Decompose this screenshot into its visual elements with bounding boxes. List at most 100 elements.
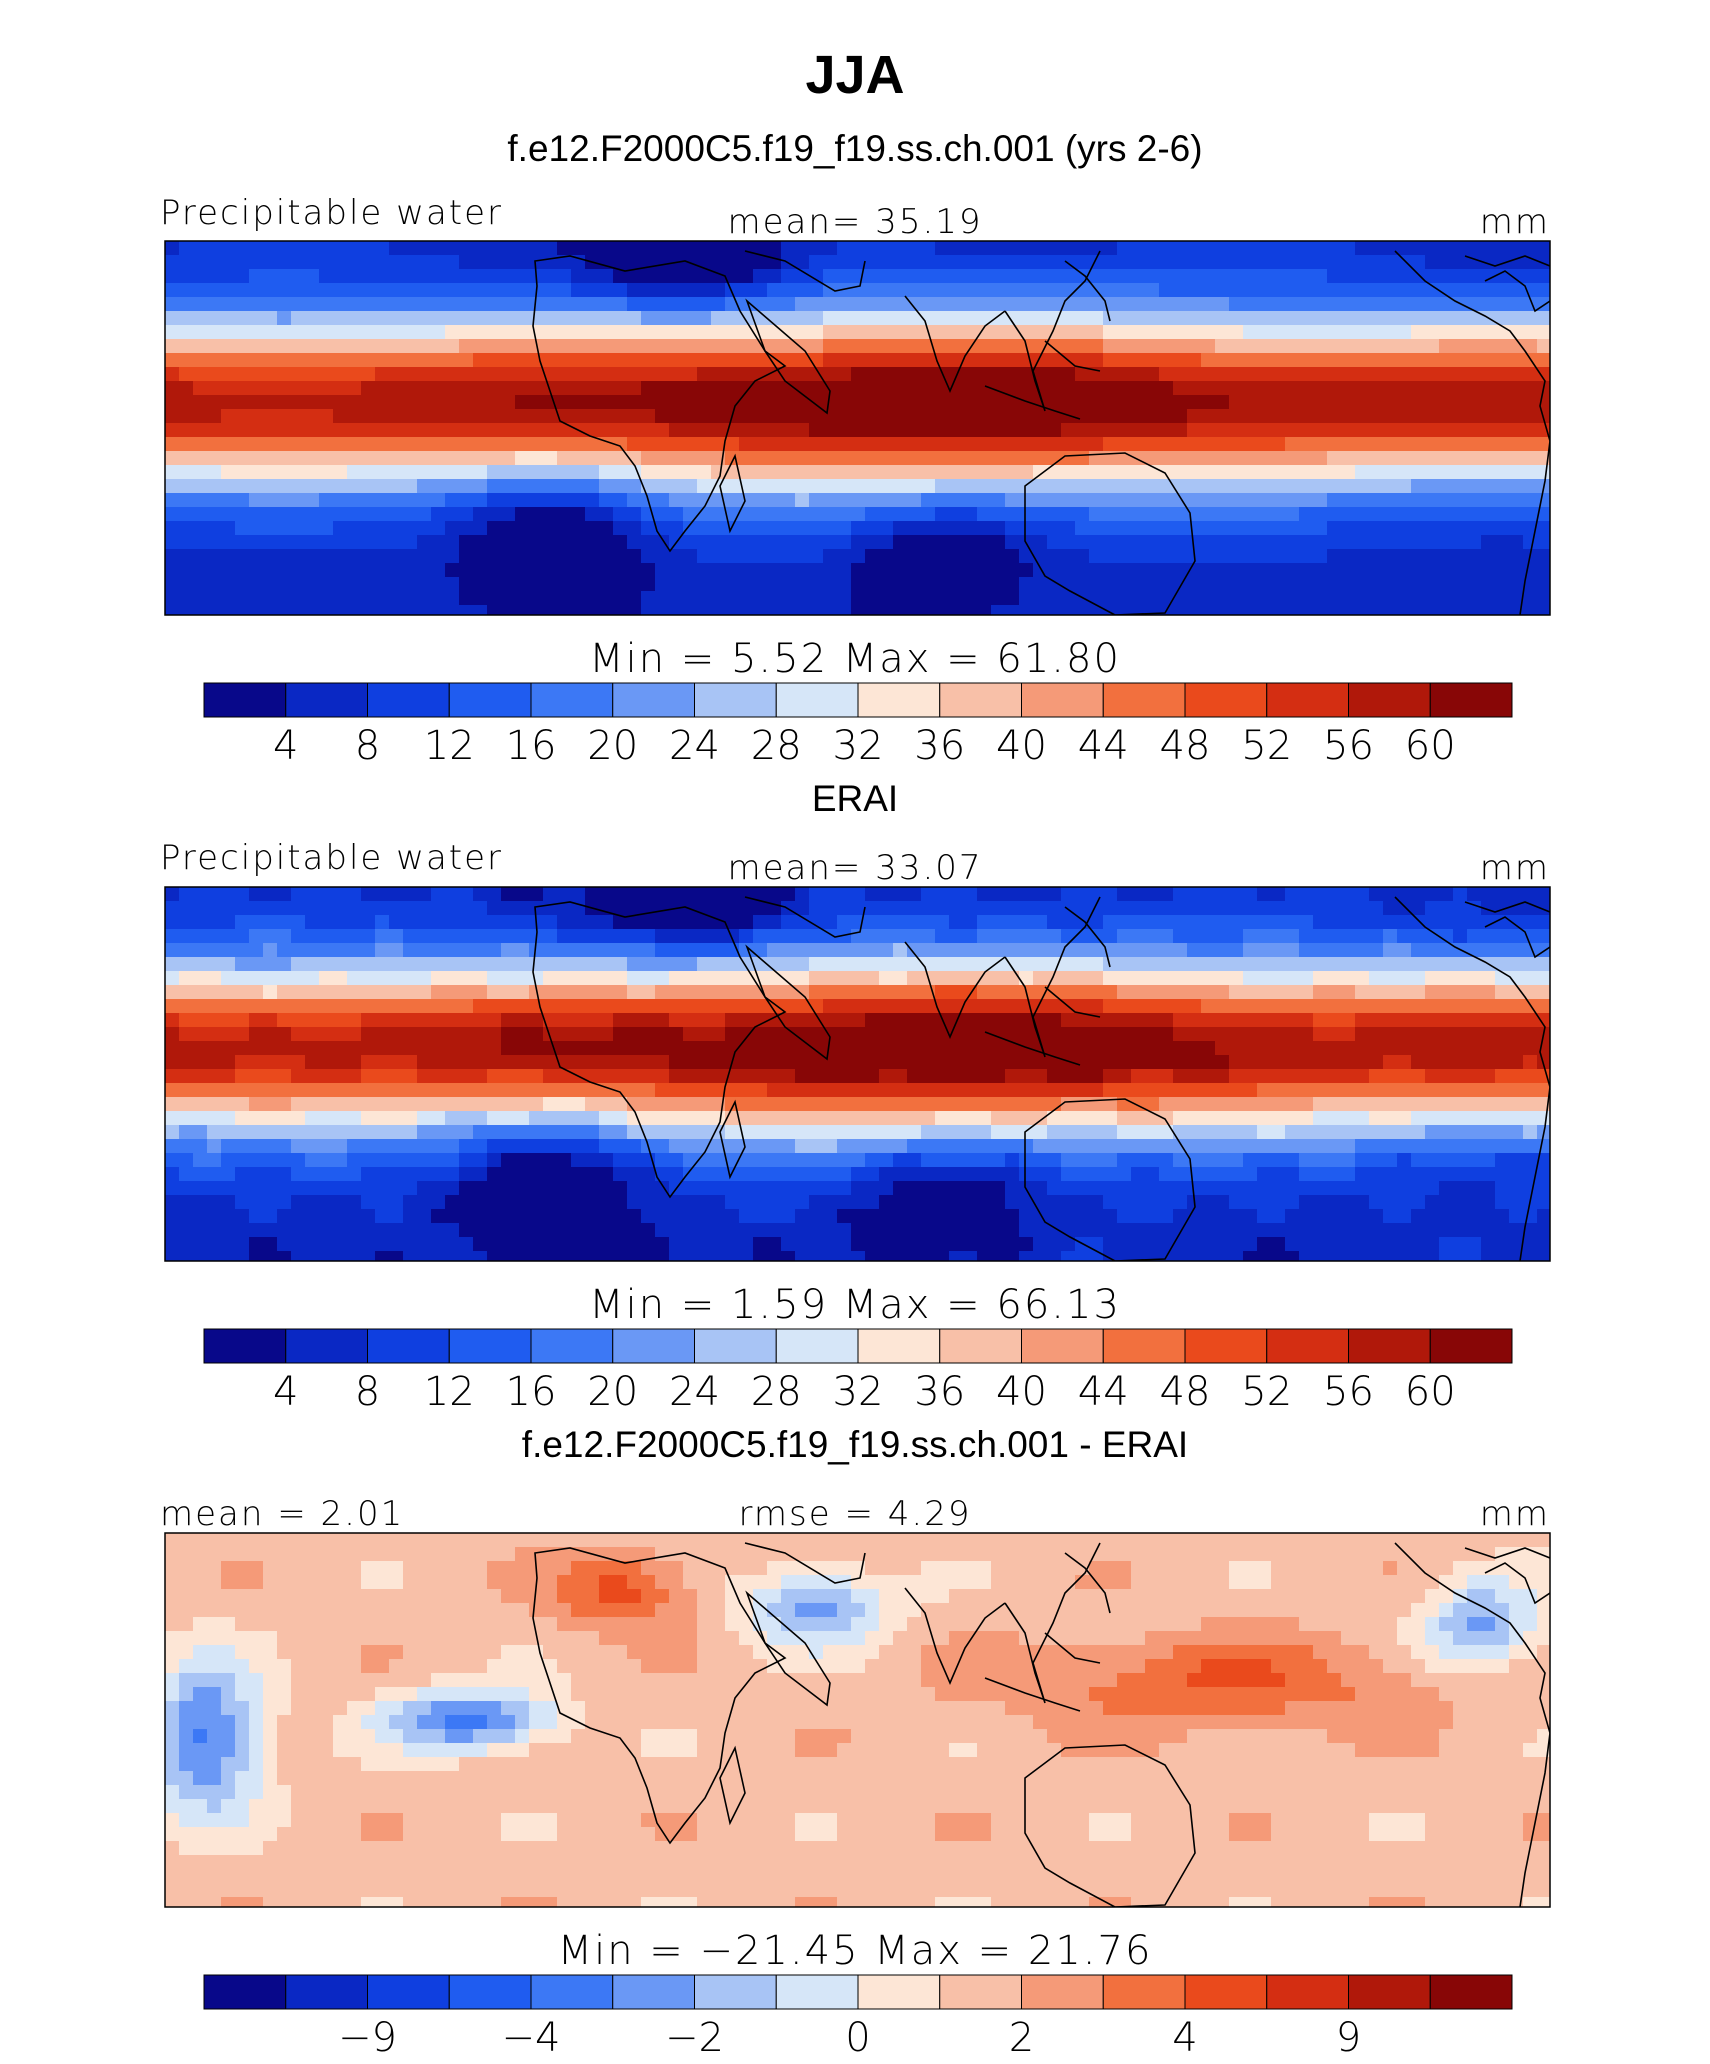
colorbar-swatch: [1429, 1328, 1513, 1364]
colorbar-swatch: [775, 1974, 859, 2010]
panel-2-variable-label: Precipitable water: [160, 838, 504, 878]
colorbar-tick-label: 32: [833, 1369, 884, 1415]
map-frame: [164, 1532, 1551, 1908]
colorbar-swatch: [939, 1974, 1022, 2010]
colorbar-tick-label: 16: [506, 723, 557, 769]
colorbar-tick-label: 60: [1405, 723, 1456, 769]
colorbar-swatch: [612, 1974, 695, 2010]
colorbar-swatch: [1266, 1328, 1349, 1364]
colorbar-swatch: [857, 1974, 941, 2010]
panel-1-units-label: mm: [1479, 202, 1550, 242]
colorbar-swatch: [694, 682, 777, 718]
colorbar-tick-label: 8: [355, 1369, 380, 1415]
figure-title: JJA: [805, 45, 905, 105]
map-frame: [164, 240, 1551, 616]
colorbar-swatch: [1348, 1974, 1431, 2010]
panel-3-rmse-label: rmse = 4.29: [738, 1494, 972, 1534]
colorbar-swatch: [1102, 1328, 1186, 1364]
colorbar-swatch: [530, 682, 614, 718]
colorbar-tick-label: 40: [996, 723, 1047, 769]
colorbar-tick-label: 48: [1160, 723, 1211, 769]
colorbar-tick-label: 12: [424, 723, 475, 769]
colorbar-tick-label: −2: [665, 2015, 724, 2061]
colorbar-swatch: [857, 682, 941, 718]
colorbar-swatch: [367, 1328, 450, 1364]
colorbar-swatch: [285, 1974, 368, 2010]
panel-2-title: ERAI: [811, 778, 899, 819]
colorbar-tick-label: 52: [1241, 1369, 1292, 1415]
colorbar-swatch: [694, 1974, 777, 2010]
colorbar-tick-label: 2: [1009, 2015, 1034, 2061]
colorbar-swatch: [1266, 682, 1349, 718]
colorbar-swatch: [1102, 1974, 1186, 2010]
colorbar-tick-label: 28: [751, 1369, 802, 1415]
panel-2-mean-label: mean= 33.07: [727, 848, 983, 888]
colorbar-tick-label: 4: [273, 723, 298, 769]
colorbar-swatch: [1184, 1974, 1268, 2010]
colorbar-swatch: [612, 1328, 695, 1364]
colorbar-swatch: [448, 682, 532, 718]
colorbar-swatch: [775, 1328, 859, 1364]
colorbar-tick-label: 16: [506, 1369, 557, 1415]
colorbar-tick-label: 32: [833, 723, 884, 769]
colorbar-swatch: [203, 682, 287, 718]
colorbar-tick-label: 4: [1172, 2015, 1197, 2061]
colorbar-swatch: [448, 1974, 532, 2010]
panel-2-minmax: Min = 1.59 Max = 66.13: [589, 1282, 1121, 1328]
map-field-3: [165, 1533, 1550, 1907]
colorbar-swatch: [1429, 682, 1513, 718]
colorbar-tick-label: 60: [1405, 1369, 1456, 1415]
colorbar-tick-label: 4: [273, 1369, 298, 1415]
colorbar-tick-label: 44: [1078, 1369, 1129, 1415]
colorbar-swatch: [1348, 682, 1431, 718]
colorbar-swatch: [1184, 1328, 1268, 1364]
colorbar-tick-label: 56: [1323, 1369, 1374, 1415]
colorbar-swatch: [203, 1328, 287, 1364]
colorbar-swatch: [939, 682, 1022, 718]
colorbar-tick-label: 56: [1323, 723, 1374, 769]
panel-1-variable-label: Precipitable water: [160, 193, 504, 233]
colorbar-tick-label: 28: [751, 723, 802, 769]
colorbar-swatch: [857, 1328, 941, 1364]
panel-1-minmax: Min = 5.52 Max = 61.80: [589, 636, 1121, 682]
colorbar-swatch: [530, 1328, 614, 1364]
colorbar-swatch: [1429, 1974, 1513, 2010]
colorbar-tick-label: 0: [845, 2015, 870, 2061]
colorbar-tick-label: 24: [669, 723, 720, 769]
colorbar-tick-label: 20: [587, 1369, 638, 1415]
colorbar-tick-label: 44: [1078, 723, 1129, 769]
colorbar-swatch: [1266, 1974, 1349, 2010]
panel-2-units-label: mm: [1479, 848, 1550, 888]
map-field-1: [165, 241, 1550, 615]
colorbar-swatch: [1184, 682, 1268, 718]
colorbar-swatch: [530, 1974, 614, 2010]
colorbar-swatch: [367, 682, 450, 718]
colorbar-swatch: [939, 1328, 1022, 1364]
colorbar-tick-label: 48: [1160, 1369, 1211, 1415]
map-field-2: [165, 887, 1550, 1261]
colorbar-tick-label: 24: [669, 1369, 720, 1415]
colorbar-swatch: [1021, 1974, 1104, 2010]
colorbar-tick-label: 36: [914, 723, 965, 769]
colorbar-tick-label: 20: [587, 723, 638, 769]
colorbar-swatch: [1021, 682, 1104, 718]
colorbar-tick-label: 40: [996, 1369, 1047, 1415]
colorbar-tick-label: −4: [502, 2015, 561, 2061]
colorbar-1: 4 8 12 16 20 24 28 32 36 40 44 48 52 56 60: [203, 682, 1513, 769]
map-frame: [164, 886, 1551, 1262]
colorbar-swatch: [1102, 682, 1186, 718]
colorbar-tick-label: 36: [914, 1369, 965, 1415]
colorbar-2: 4 8 12 16 20 24 28 32 36 40 44 48 52 56 60: [203, 1328, 1513, 1415]
colorbar-swatch: [775, 682, 859, 718]
colorbar-swatch: [367, 1974, 450, 2010]
panel-3-minmax: Min = −21.45 Max = 21.76: [557, 1928, 1153, 1974]
panel-3-units-label: mm: [1479, 1494, 1550, 1534]
colorbar-tick-label: 12: [424, 1369, 475, 1415]
colorbar-swatch: [448, 1328, 532, 1364]
colorbar-tick-label: 52: [1241, 723, 1292, 769]
colorbar-swatch: [694, 1328, 777, 1364]
colorbar-swatch: [1348, 1328, 1431, 1364]
colorbar-tick-label: −9: [338, 2015, 397, 2061]
colorbar-3: −9 −4 −2 0 2 4 9: [203, 1974, 1513, 2061]
